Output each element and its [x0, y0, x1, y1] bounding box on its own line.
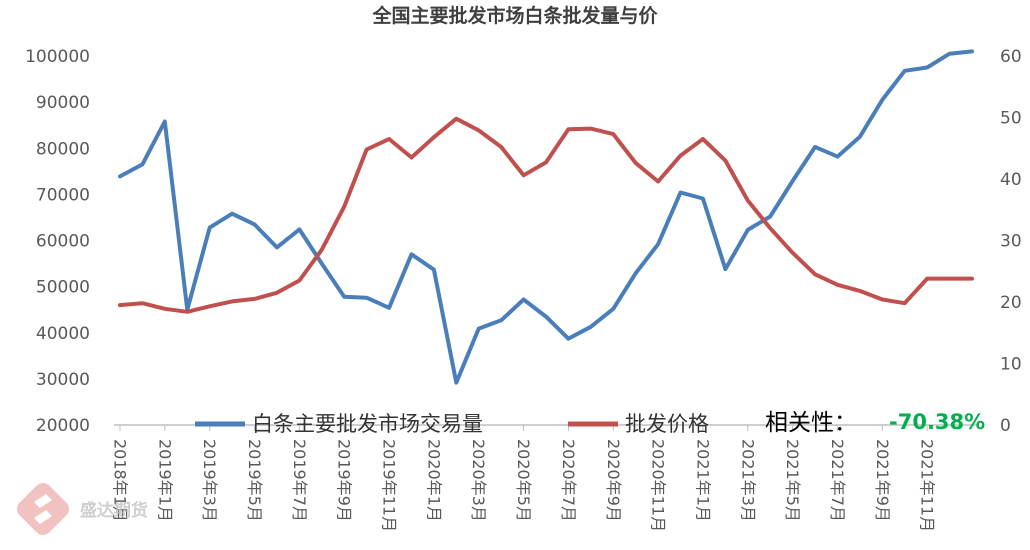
x-tick-label: 2019年1月: [155, 439, 174, 522]
left-tick-label: 80000: [36, 139, 90, 159]
x-tick-label: 2020年1月: [424, 439, 443, 522]
right-tick-label: 60: [1000, 47, 1022, 67]
right-tick-label: 40: [1000, 170, 1022, 190]
left-tick-label: 60000: [36, 232, 90, 252]
right-axis-tick-labels: 60 50 40 30 20 10 0: [1000, 47, 1022, 436]
right-tick-label: 30: [1000, 232, 1022, 252]
x-axis-tick-labels: 2018年1月 2019年1月 2019年3月 2019年5月 2019年7月 2019年…: [111, 439, 937, 532]
right-tick-label: 20: [1000, 293, 1022, 313]
legend-label-price: 批发价格: [625, 412, 709, 436]
series-line-price: [118, 116, 974, 314]
chart-title: 全国主要批发市场白条批发量与价: [371, 4, 658, 27]
x-tick-label: 2019年11月: [380, 439, 399, 532]
x-tick-label: 2019年7月: [290, 439, 309, 522]
left-tick-label: 30000: [36, 370, 90, 390]
left-tick-label: 100000: [25, 47, 90, 67]
correlation-value: -70.38%: [889, 410, 985, 434]
left-tick-label: 90000: [36, 93, 90, 113]
x-tick-label: 2021年11月: [918, 439, 937, 532]
series-layer: [118, 49, 974, 385]
right-tick-label: 10: [1000, 355, 1022, 375]
left-tick-label: 20000: [36, 416, 90, 436]
left-tick-label: 50000: [36, 278, 90, 298]
x-tick-label: 2020年3月: [469, 439, 488, 522]
x-tick-label: 2020年9月: [604, 439, 623, 522]
x-tick-label: 2021年7月: [828, 439, 847, 522]
x-tick-label: 2020年11月: [649, 439, 668, 532]
legend-label-volume: 白条主要批发市场交易量: [252, 412, 483, 436]
right-tick-label: 0: [1000, 416, 1011, 436]
watermark-text: 盛达期货: [80, 500, 148, 521]
x-tick-label: 2018年1月: [111, 439, 130, 522]
x-tick-label: 2021年3月: [738, 439, 757, 522]
left-axis-tick-labels: 100000 90000 80000 70000 60000 50000 40000 3000…: [25, 47, 90, 436]
x-tick-label: 2021年5月: [783, 439, 802, 522]
x-tick-label: 2019年5月: [245, 439, 264, 522]
left-tick-label: 40000: [36, 324, 90, 344]
left-tick-label: 70000: [36, 185, 90, 205]
x-tick-label: 2019年3月: [200, 439, 219, 522]
x-tick-label: 2020年7月: [559, 439, 578, 522]
x-tick-label: 2019年9月: [335, 439, 354, 522]
series-line-volume: [118, 49, 974, 385]
x-tick-label: 2020年5月: [514, 439, 533, 522]
x-tick-label: 2021年1月: [693, 439, 712, 522]
right-tick-label: 50: [1000, 109, 1022, 129]
watermark-logo: [17, 483, 69, 535]
legend: 白条主要批发市场交易量 批发价格: [195, 412, 709, 436]
correlation-label: 相关性：: [765, 410, 857, 436]
x-tick-label: 2021年9月: [873, 439, 892, 522]
